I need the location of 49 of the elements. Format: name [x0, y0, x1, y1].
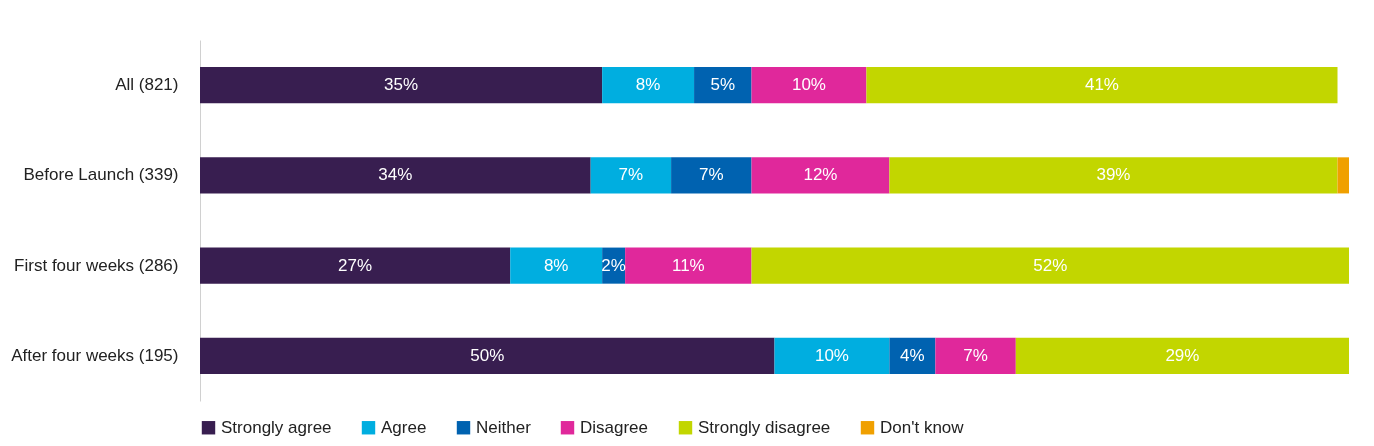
- bar: [510, 247, 603, 284]
- data-label: 39%: [1096, 165, 1131, 185]
- data-label: 50%: [470, 345, 505, 365]
- bar: [751, 247, 1349, 284]
- data-label: 8%: [635, 75, 661, 95]
- bar: [200, 247, 511, 284]
- legend-label: Neither: [476, 417, 532, 437]
- bar: [200, 337, 775, 374]
- bar: [866, 67, 1338, 104]
- bar: [889, 337, 936, 374]
- data-label: 29%: [1165, 345, 1200, 365]
- data-label: 8%: [543, 255, 569, 275]
- data-label: 27%: [338, 255, 373, 275]
- bar: [751, 67, 867, 104]
- legend-label: Don't know: [880, 417, 965, 437]
- data-label: 35%: [384, 75, 419, 95]
- bar: [889, 157, 1338, 194]
- y-tick-label: Before Launch (339): [23, 165, 179, 185]
- y-tick-label: All (821): [115, 75, 179, 95]
- y-tick-label: After four weeks (195): [11, 345, 179, 365]
- data-label: 11%: [671, 255, 705, 275]
- bar: [671, 157, 752, 194]
- bar: [935, 337, 1016, 374]
- bar: [200, 157, 591, 194]
- data-label: 7%: [963, 345, 988, 365]
- data-label: 34%: [378, 165, 413, 185]
- bar: [1337, 157, 1349, 194]
- bar: [694, 67, 752, 104]
- data-label: 12%: [803, 165, 838, 185]
- bar: [625, 247, 752, 284]
- data-label: 52%: [1033, 255, 1068, 275]
- bar: [590, 157, 672, 194]
- bar: [774, 337, 890, 374]
- legend-label: Strongly disagree: [698, 417, 831, 437]
- bar: [1015, 337, 1349, 374]
- data-label: 5%: [710, 75, 736, 95]
- data-label: 7%: [618, 165, 644, 185]
- bar: [602, 67, 695, 104]
- bar: [751, 157, 890, 194]
- legend-label: Strongly agree: [221, 417, 332, 437]
- data-label: 10%: [791, 75, 826, 95]
- data-label: 7%: [699, 165, 724, 185]
- bar: [200, 67, 603, 104]
- data-label: 41%: [1084, 75, 1119, 95]
- legend-label: Agree: [381, 417, 427, 437]
- data-label: 10%: [814, 345, 849, 365]
- data-label: 4%: [900, 345, 925, 365]
- legend-label: Disagree: [580, 417, 649, 437]
- y-tick-label: First four weeks (286): [14, 255, 179, 275]
